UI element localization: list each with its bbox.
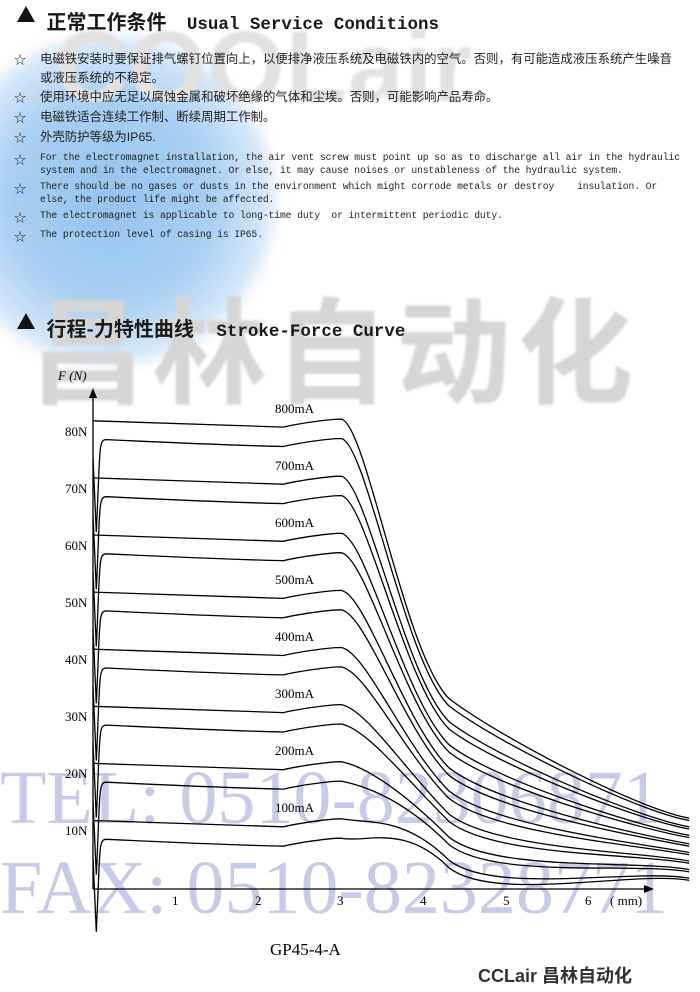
svg-text:700mA: 700mA	[275, 458, 315, 473]
svg-text:100mA: 100mA	[275, 800, 315, 815]
svg-text:80N: 80N	[65, 424, 88, 439]
svg-text:60N: 60N	[65, 538, 88, 553]
svg-text:400mA: 400mA	[275, 629, 315, 644]
svg-text:1: 1	[172, 893, 179, 908]
svg-text:500mA: 500mA	[275, 572, 315, 587]
svg-text:200mA: 200mA	[275, 743, 315, 758]
svg-text:3: 3	[337, 893, 344, 908]
svg-text:( mm): ( mm)	[610, 893, 642, 908]
svg-text:20N: 20N	[65, 766, 88, 781]
svg-text:30N: 30N	[65, 709, 88, 724]
svg-text:10N: 10N	[65, 823, 88, 838]
svg-text:2: 2	[255, 893, 262, 908]
svg-text:50N: 50N	[65, 595, 88, 610]
svg-text:800mA: 800mA	[275, 401, 315, 416]
svg-text:4: 4	[420, 893, 427, 908]
svg-text:6: 6	[585, 893, 592, 908]
svg-text:300mA: 300mA	[275, 686, 315, 701]
svg-text:600mA: 600mA	[275, 515, 315, 530]
svg-text:70N: 70N	[65, 481, 88, 496]
svg-text:5: 5	[503, 893, 510, 908]
svg-text:40N: 40N	[65, 652, 88, 667]
